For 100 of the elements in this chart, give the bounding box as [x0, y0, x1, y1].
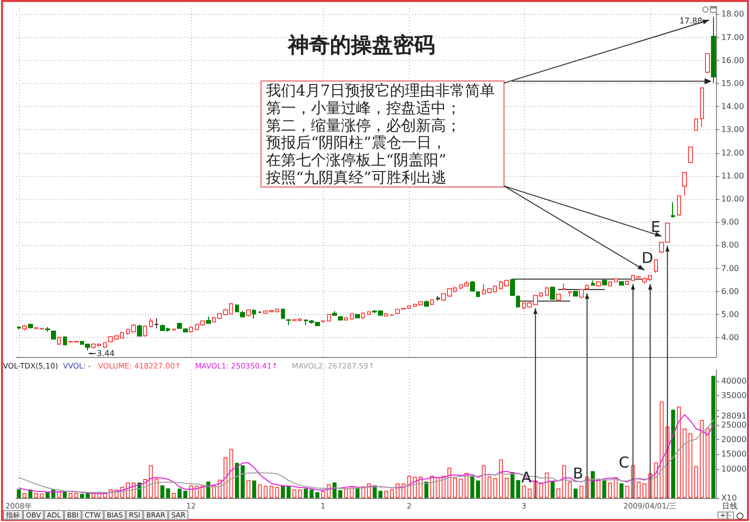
- bar: [568, 482, 572, 498]
- bar: [206, 482, 210, 498]
- bar: [183, 490, 188, 498]
- candlestick: [189, 326, 193, 334]
- y-tick-label: 9.00: [721, 218, 740, 227]
- candlestick: [671, 202, 675, 218]
- bar: [608, 482, 612, 498]
- candlestick: [137, 324, 142, 337]
- annotation: 17.88: [679, 16, 702, 26]
- y-tick-label: X10: [721, 494, 737, 502]
- y-tick-label: 7.00: [721, 264, 740, 273]
- y-tick-label: 15.00: [721, 79, 744, 88]
- candlestick: [34, 326, 38, 330]
- y-tick-label: 11.00: [721, 171, 744, 180]
- bar: [378, 490, 382, 498]
- candlestick: [355, 314, 360, 319]
- bar: [246, 480, 250, 498]
- candlestick: [550, 286, 555, 300]
- candlestick: [700, 87, 704, 128]
- candlestick: [436, 296, 440, 302]
- candlestick: [682, 172, 687, 196]
- candlestick: [281, 308, 285, 319]
- annotation: 按照“九阴真经”可胜利出逃: [266, 168, 446, 186]
- candlestick: [705, 52, 710, 74]
- candlestick: [562, 282, 566, 291]
- bar: [620, 483, 624, 498]
- y-tick-label: 25000: [721, 420, 747, 430]
- y-tick-label: 17.00: [721, 32, 744, 42]
- bar: [16, 489, 21, 498]
- bar: [189, 485, 194, 498]
- candlestick: [556, 293, 561, 302]
- annotation: 第一，小量过峰，控盘适中；: [266, 98, 461, 117]
- candlestick: [240, 310, 245, 318]
- annotation: 第二，缩量涨停，必创新高；: [266, 116, 461, 134]
- candlestick: [361, 312, 365, 320]
- y-tick-label: 28091: [721, 411, 747, 420]
- bar: [625, 486, 630, 498]
- y-tick-label: 10.00: [721, 194, 744, 204]
- candlestick: [573, 290, 578, 297]
- candlestick: [470, 280, 475, 292]
- bar: [384, 490, 388, 498]
- annotation: B: [572, 464, 584, 483]
- candlestick: [677, 194, 681, 216]
- y-tick-label: 15000: [721, 450, 747, 459]
- candlestick: [430, 298, 434, 306]
- candlestick: [28, 323, 33, 329]
- candlestick: [591, 280, 595, 286]
- candlestick: [235, 304, 239, 313]
- candlestick: [424, 300, 429, 307]
- candlestick: [688, 146, 693, 164]
- candlestick: [154, 318, 159, 329]
- bar: [332, 482, 337, 498]
- candlestick: [510, 278, 515, 296]
- bar: [544, 472, 549, 498]
- annotation: 在第七个涨停板上“阴盖阳”: [266, 151, 446, 170]
- candlestick: [332, 310, 337, 316]
- candlestick: [608, 280, 612, 287]
- candlestick: [246, 308, 251, 318]
- bar: [590, 471, 595, 498]
- bar: [74, 493, 78, 498]
- bar: [178, 488, 182, 498]
- bar: [430, 476, 434, 498]
- candlestick: [321, 320, 325, 324]
- candlestick: [45, 326, 50, 332]
- candlestick: [57, 336, 61, 346]
- candlestick: [654, 259, 658, 274]
- candlestick: [252, 308, 256, 320]
- y-tick-label: 35000: [721, 391, 747, 400]
- y-tick-label: 18.00: [721, 10, 744, 19]
- candlestick: [338, 316, 343, 322]
- annotation: C: [618, 453, 630, 472]
- candlestick: [516, 295, 520, 308]
- candlestick: [614, 278, 618, 283]
- bar: [344, 488, 348, 498]
- annotation: D: [642, 249, 654, 268]
- annotation: 3.44: [96, 349, 115, 358]
- candlestick: [206, 316, 211, 324]
- y-tick-label: 4.00: [721, 333, 740, 342]
- candlestick: [596, 280, 601, 288]
- bar: [172, 493, 176, 498]
- bar: [602, 480, 606, 498]
- bar: [355, 488, 360, 498]
- annotation: 预报后“阴阳柱”震仓一日，: [266, 134, 446, 152]
- y-tick-label: 6.00: [721, 286, 740, 296]
- bar: [22, 493, 27, 498]
- candlestick: [17, 326, 21, 330]
- candlestick: [63, 336, 67, 346]
- candlestick: [568, 290, 572, 297]
- candlestick: [367, 310, 371, 316]
- bar: [40, 494, 44, 498]
- annotation: E: [650, 218, 660, 236]
- candlestick: [149, 318, 153, 328]
- y-tick-label: 14.00: [721, 102, 744, 112]
- candlestick: [625, 280, 629, 286]
- y-tick-label: 13.00: [721, 125, 744, 134]
- y-tick-label: 16.00: [721, 56, 744, 65]
- y-tick-label: 5.00: [721, 310, 740, 319]
- bar: [424, 482, 428, 498]
- y-tick-label: 20000: [721, 435, 747, 444]
- candlestick: [327, 314, 331, 322]
